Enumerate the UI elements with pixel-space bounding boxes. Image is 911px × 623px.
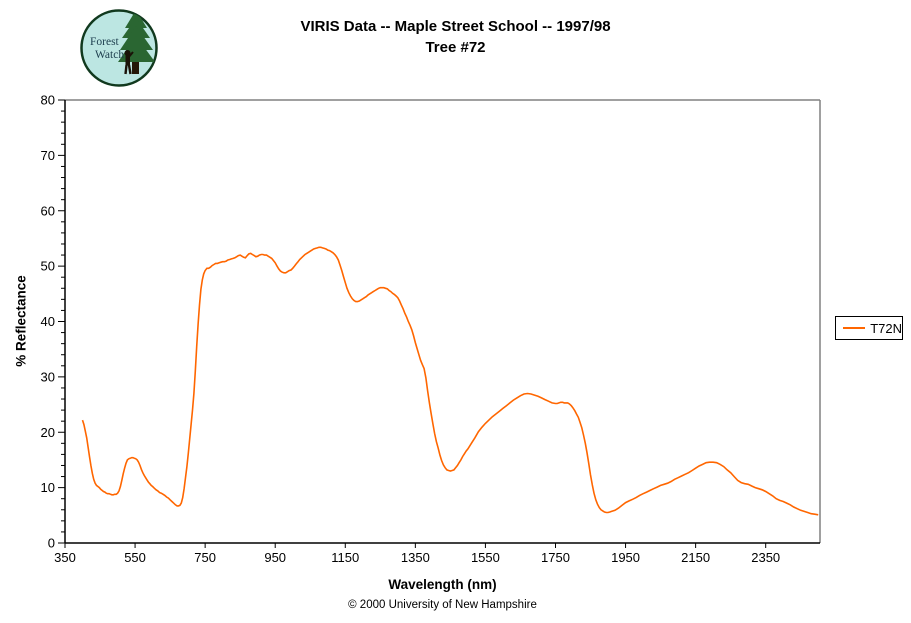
svg-text:1350: 1350 — [401, 550, 430, 565]
svg-text:950: 950 — [264, 550, 286, 565]
chart-title: VIRIS Data -- Maple Street School -- 199… — [0, 16, 911, 58]
svg-text:80: 80 — [41, 93, 55, 108]
tree-icon — [118, 10, 155, 75]
svg-text:2350: 2350 — [751, 550, 780, 565]
forest-watch-logo: Forest Watch — [79, 8, 159, 88]
svg-text:30: 30 — [41, 369, 55, 384]
svg-text:1550: 1550 — [471, 550, 500, 565]
svg-text:20: 20 — [41, 425, 55, 440]
person-icon — [124, 50, 134, 75]
svg-text:50: 50 — [41, 259, 55, 274]
svg-text:1750: 1750 — [541, 550, 570, 565]
svg-text:2150: 2150 — [681, 550, 710, 565]
svg-text:60: 60 — [41, 203, 55, 218]
logo-text-line2: Watch — [95, 49, 124, 61]
chart-title-line1: VIRIS Data -- Maple Street School -- 199… — [300, 18, 611, 35]
svg-text:750: 750 — [194, 550, 216, 565]
svg-text:40: 40 — [41, 314, 55, 329]
legend: T72N — [835, 316, 903, 340]
copyright-text: © 2000 University of New Hampshire — [348, 599, 537, 611]
svg-text:550: 550 — [124, 550, 146, 565]
legend-line — [843, 327, 866, 329]
x-axis-label: Wavelength (nm) — [388, 577, 497, 592]
chart-title-line2: Tree #72 — [425, 39, 486, 56]
y-axis-label: % Reflectance — [13, 275, 29, 367]
svg-text:0: 0 — [48, 536, 55, 551]
svg-text:70: 70 — [41, 148, 55, 163]
svg-text:10: 10 — [41, 480, 55, 495]
logo-text-line1: Forest — [90, 36, 120, 48]
svg-text:1150: 1150 — [331, 550, 359, 565]
forest-watch-logo-image: Forest Watch — [80, 9, 158, 87]
svg-text:1950: 1950 — [611, 550, 640, 565]
svg-text:350: 350 — [54, 550, 76, 565]
legend-series-label: T72N — [870, 320, 902, 336]
